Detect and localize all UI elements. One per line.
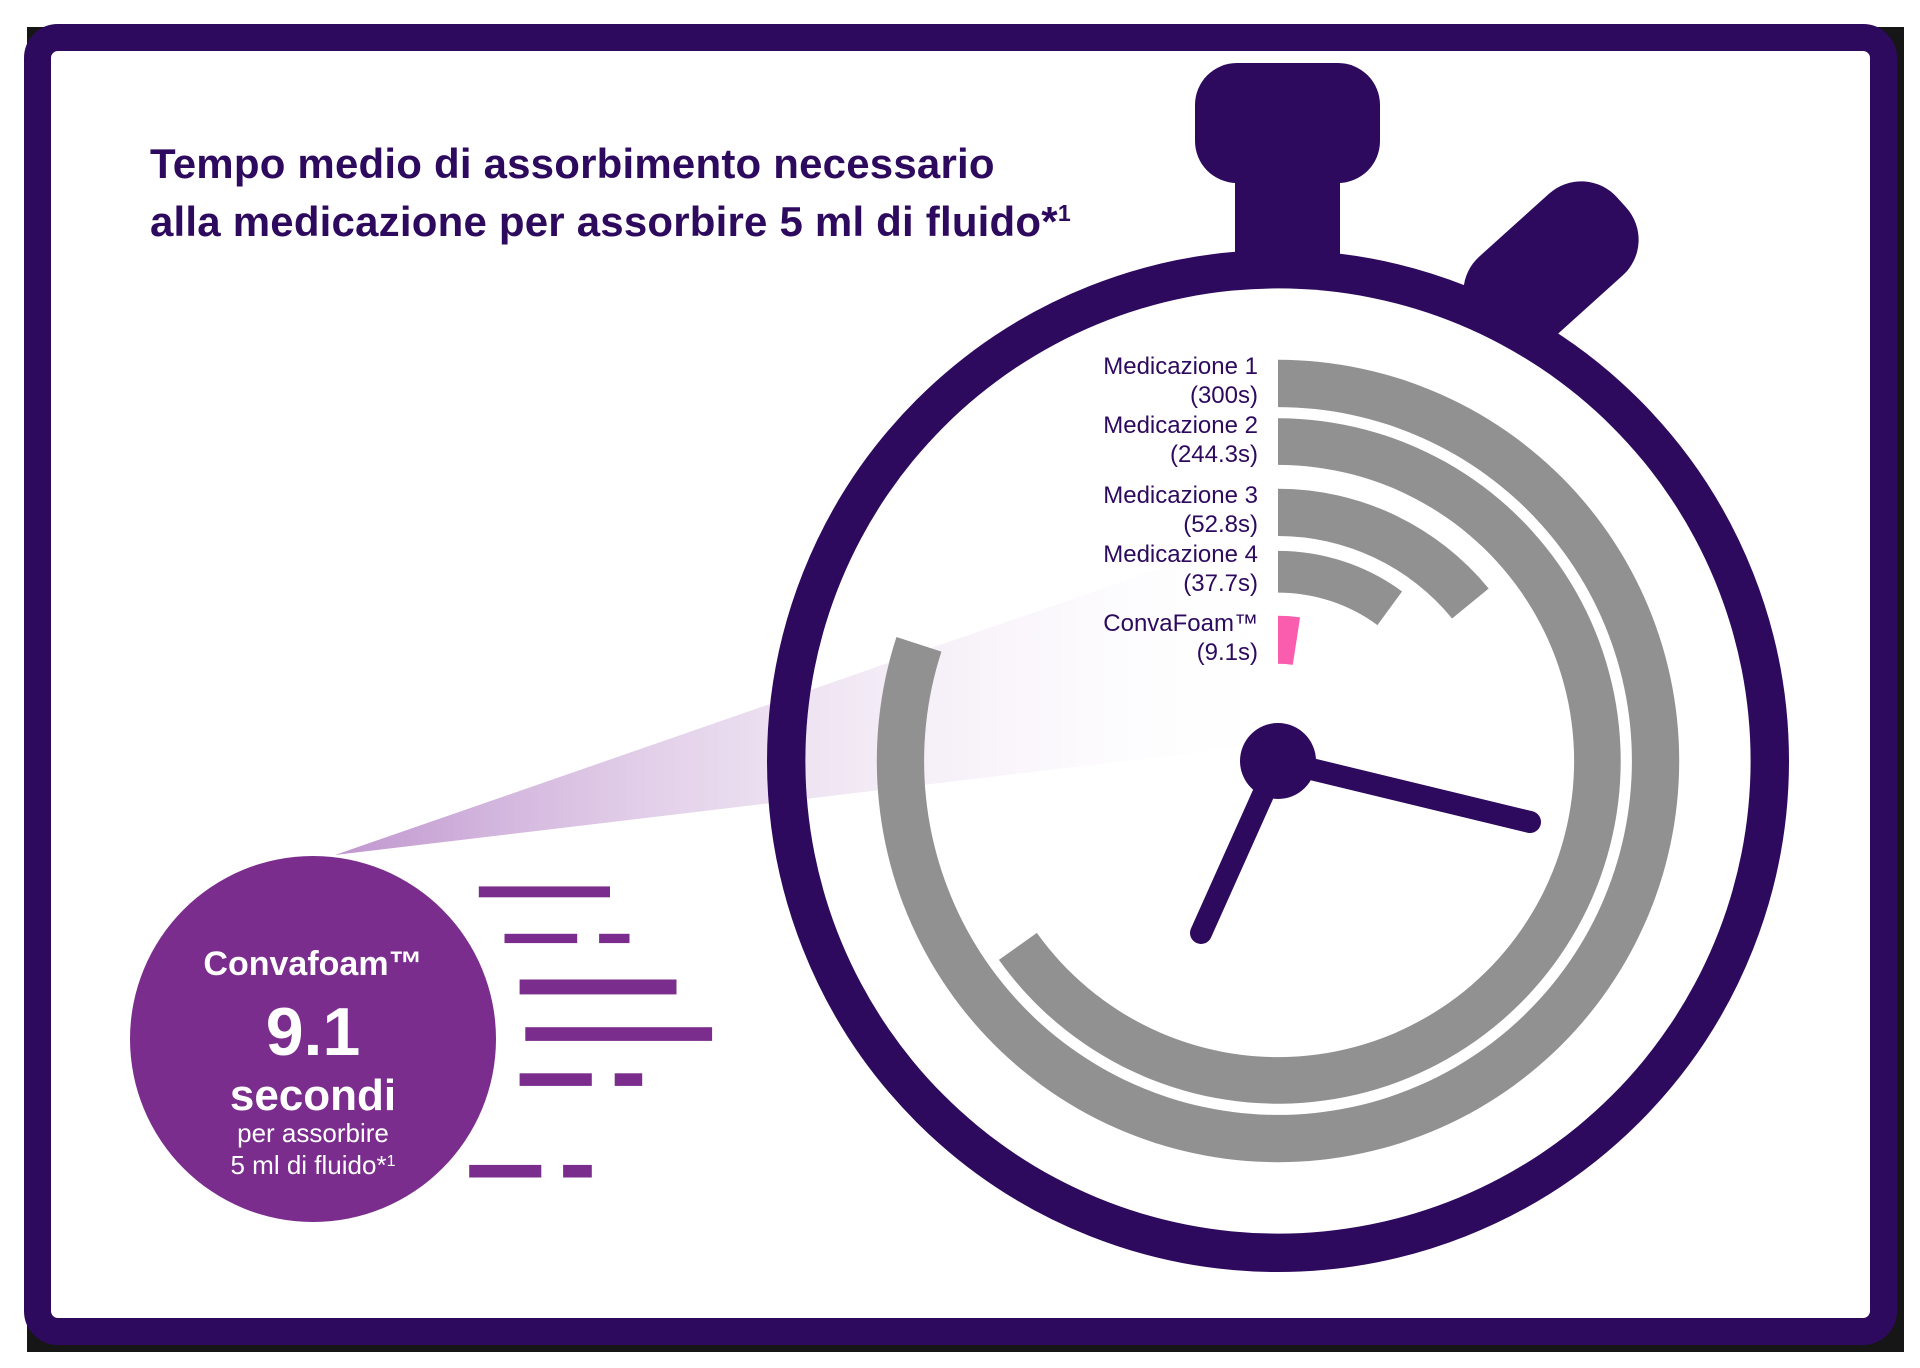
svg-text:Medicazione 2: Medicazione 2 [1103,412,1258,439]
svg-text:Medicazione 4: Medicazione 4 [1103,541,1258,568]
svg-text:(9.1s): (9.1s) [1197,639,1258,666]
svg-text:secondi: secondi [230,1071,396,1120]
svg-text:(244.3s): (244.3s) [1170,441,1258,468]
svg-text:5 ml di fluido*1: 5 ml di fluido*1 [231,1150,396,1180]
svg-text:(52.8s): (52.8s) [1183,511,1258,538]
svg-text:Medicazione 3: Medicazione 3 [1103,482,1258,509]
svg-text:per assorbire: per assorbire [237,1118,389,1148]
svg-text:(37.7s): (37.7s) [1183,570,1258,597]
svg-text:9.1: 9.1 [266,994,361,1070]
svg-text:(300s): (300s) [1190,382,1258,409]
svg-text:Medicazione 1: Medicazione 1 [1103,353,1258,380]
svg-text:ConvaFoam™: ConvaFoam™ [1103,610,1258,637]
svg-text:Convafoam™: Convafoam™ [203,945,422,983]
